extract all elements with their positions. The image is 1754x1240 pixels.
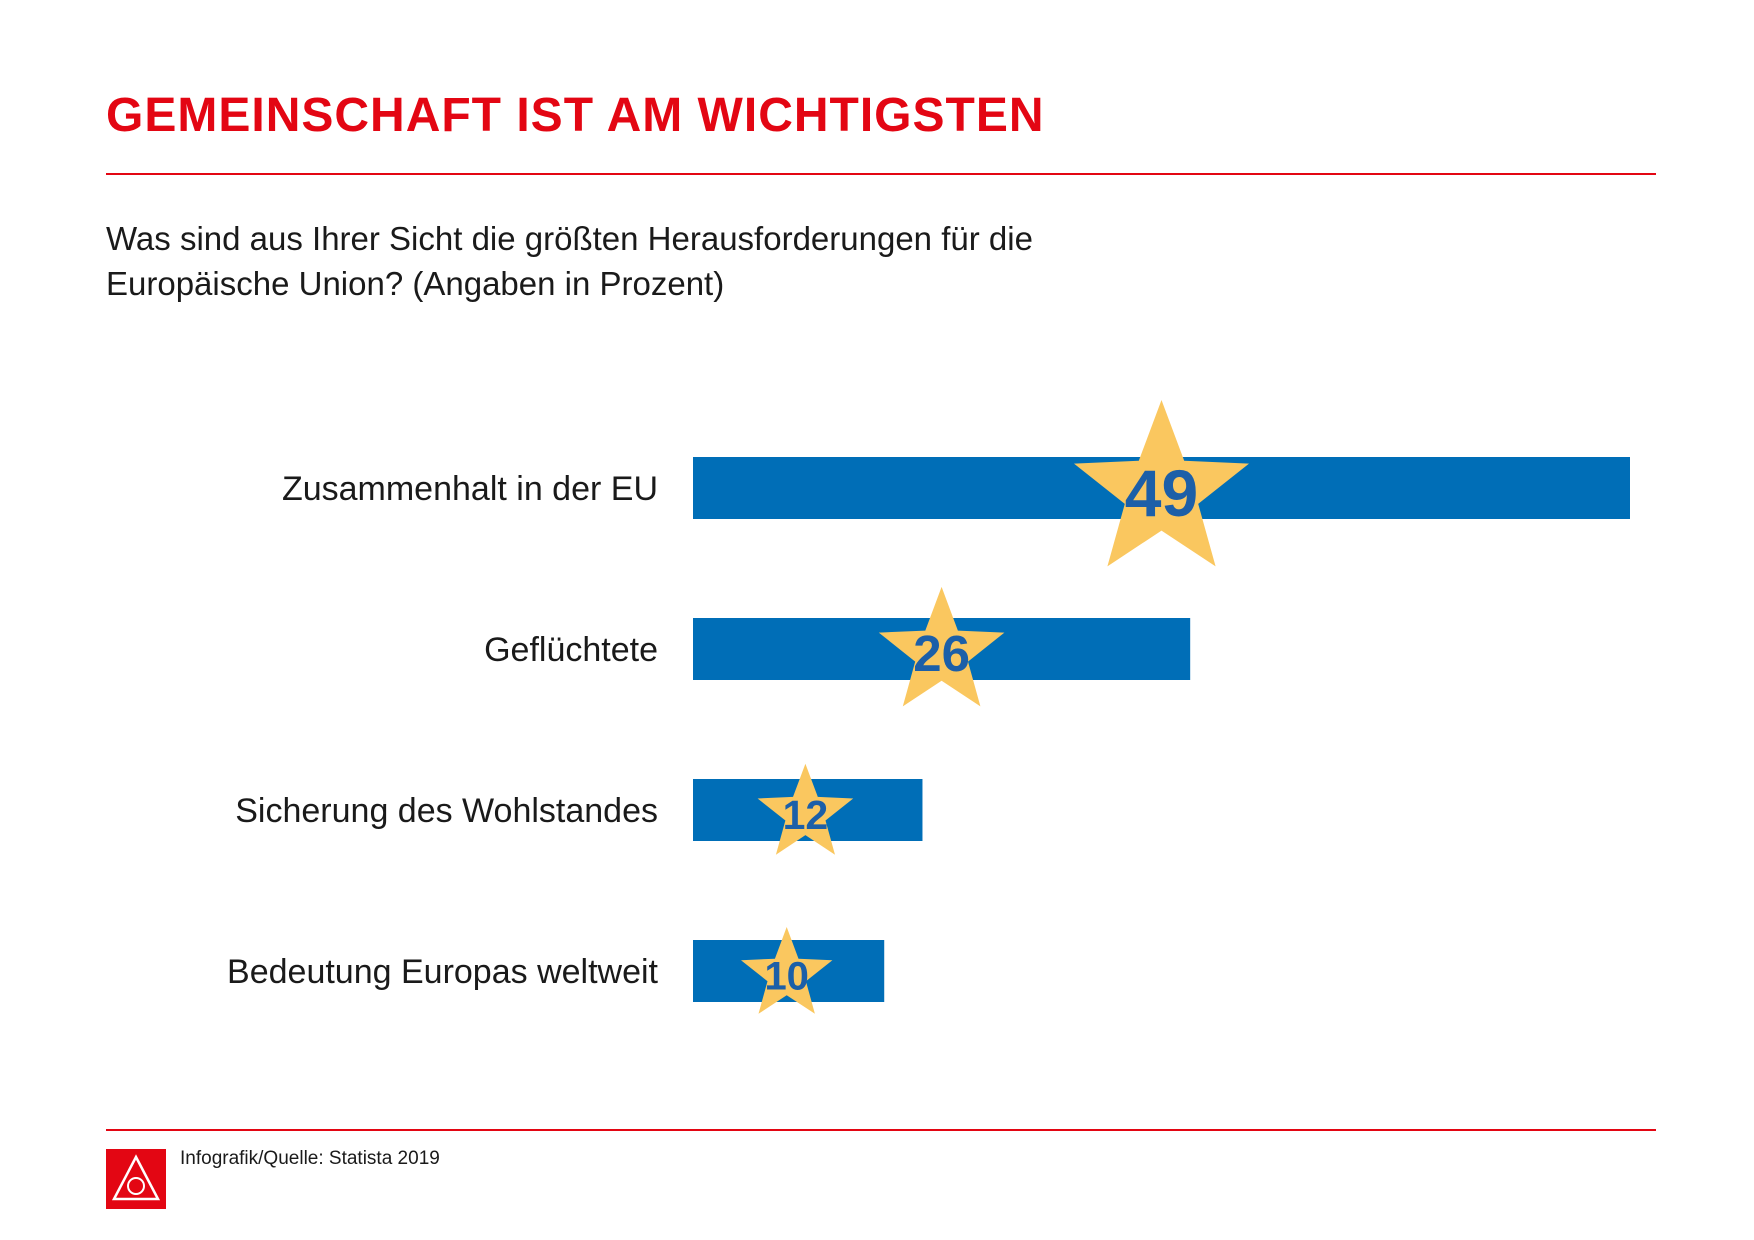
chart-subtitle: Was sind aus Ihrer Sicht die größten Her… <box>106 216 1306 306</box>
value-label: 12 <box>783 792 829 838</box>
logo-triangle-icon <box>111 1154 161 1201</box>
category-label: Zusammenhalt in der EU <box>282 470 658 508</box>
bar-chart: Zusammenhalt in der EU 49 Geflüchtete 26 Sic… <box>227 400 1630 1014</box>
ig-metall-logo <box>106 1149 166 1209</box>
header-divider <box>106 173 1656 175</box>
star-icon <box>1074 400 1249 567</box>
source-note: Infografik/Quelle: Statista 2019 <box>180 1148 440 1169</box>
subtitle-line-1: Was sind aus Ihrer Sicht die größten Her… <box>106 220 1033 257</box>
value-label: 49 <box>1125 456 1198 530</box>
star-icon <box>878 586 1005 707</box>
chart-title: GEMEINSCHAFT IST AM WICHTIGSTEN <box>106 89 1045 142</box>
value-label: 10 <box>764 954 809 998</box>
category-label: Geflüchtete <box>484 631 658 669</box>
star-icon <box>757 763 854 855</box>
star-icon <box>741 927 833 1014</box>
category-label: Sicherung des Wohlstandes <box>235 792 658 830</box>
value-label: 26 <box>913 625 970 682</box>
footer-divider <box>106 1129 1656 1131</box>
category-label: Bedeutung Europas weltweit <box>227 953 658 991</box>
subtitle-line-2: Europäische Union? (Angaben in Prozent) <box>106 265 725 302</box>
logo-circle-icon <box>127 1177 145 1195</box>
